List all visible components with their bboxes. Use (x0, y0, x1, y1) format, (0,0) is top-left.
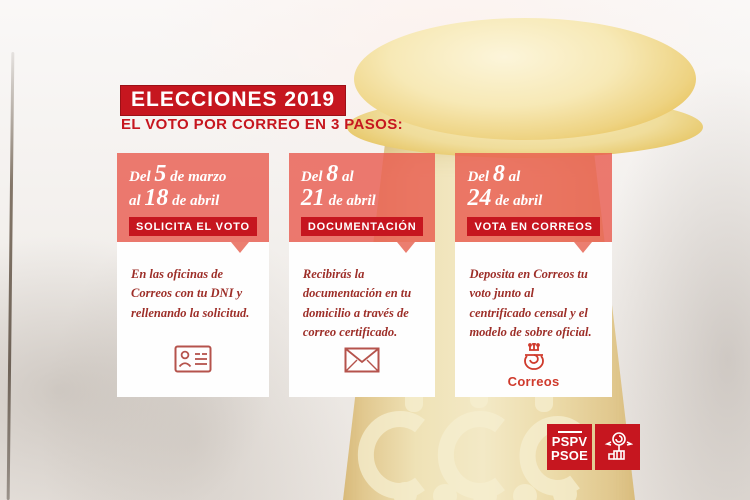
card-header: Del 8 al 24 de abril VOTA EN CORREOS (455, 153, 612, 253)
page-subtitle: EL VOTO POR CORREO EN 3 PASOS: (121, 116, 404, 133)
id-card-icon (174, 345, 212, 373)
step-badge: VOTA EN CORREOS (467, 217, 600, 236)
date-number: 21 (300, 185, 325, 211)
logo-overline (557, 431, 582, 433)
step-badge: SOLICITA EL VOTO (129, 217, 257, 236)
pspv-psoe-text-block: PSPV PSOE (547, 424, 592, 470)
step-description: Recibirás la documentación en tu domicil… (302, 267, 412, 340)
card-body: En las oficinas de Correos con tu DNI y … (117, 242, 269, 397)
date-text: de abril (172, 193, 220, 209)
date-text: de abril (495, 193, 543, 209)
card-body: Recibirás la documentación en tu domicil… (288, 242, 436, 397)
psoe-emblem-block (595, 424, 640, 470)
date-range: Del 5 de marzo al 18 de abril (129, 161, 257, 212)
date-text: de abril (328, 193, 376, 209)
date-range: Del 8 al 24 de abril (467, 161, 599, 212)
fist-and-rose-icon (604, 432, 633, 460)
date-text: Del (300, 169, 323, 185)
postbox-dome (354, 18, 696, 140)
date-text: al (342, 169, 354, 185)
date-range: Del 8 al 21 de abril (300, 161, 424, 212)
correos-wordmark: Correos (507, 373, 560, 389)
correos-logo: Correos (507, 342, 560, 389)
card-header: Del 8 al 21 de abril DOCUMENTACIÓN (288, 153, 436, 253)
date-text: al (129, 193, 141, 209)
correos-crown-horn-icon (523, 342, 544, 370)
psoe-label: PSOE (551, 448, 588, 463)
step-description: Deposita en Correos tu voto junto al cen… (469, 267, 592, 340)
card-body: Deposita en Correos tu voto junto al cen… (455, 242, 612, 397)
date-text: Del (467, 169, 490, 185)
card-documentacion: Del 8 al 21 de abril DOCUMENTACIÓN Recib… (288, 153, 436, 397)
date-number: 5 (154, 161, 167, 187)
step-badge: DOCUMENTACIÓN (300, 217, 424, 236)
date-number: 24 (467, 185, 492, 211)
steps-container: Del 5 de marzo al 18 de abril SOLICITA E… (117, 153, 612, 397)
date-text: al (508, 169, 521, 185)
pspv-label: PSPV (551, 434, 588, 449)
date-number: 18 (144, 185, 169, 211)
envelope-icon (344, 347, 380, 373)
card-solicita-voto: Del 5 de marzo al 18 de abril SOLICITA E… (117, 153, 269, 397)
pspv-psoe-logo: PSPV PSOE (547, 424, 640, 470)
card-header: Del 5 de marzo al 18 de abril SOLICITA E… (117, 153, 269, 253)
date-text: de marzo (170, 169, 227, 185)
date-text: Del (129, 169, 151, 185)
page-title: ELECCIONES 2019 (120, 85, 347, 116)
card-vota-correos: Del 8 al 24 de abril VOTA EN CORREOS Dep… (455, 153, 612, 397)
date-number: 8 (326, 161, 339, 187)
date-number: 8 (492, 161, 505, 187)
step-description: En las oficinas de Correos con tu DNI y … (131, 267, 250, 320)
